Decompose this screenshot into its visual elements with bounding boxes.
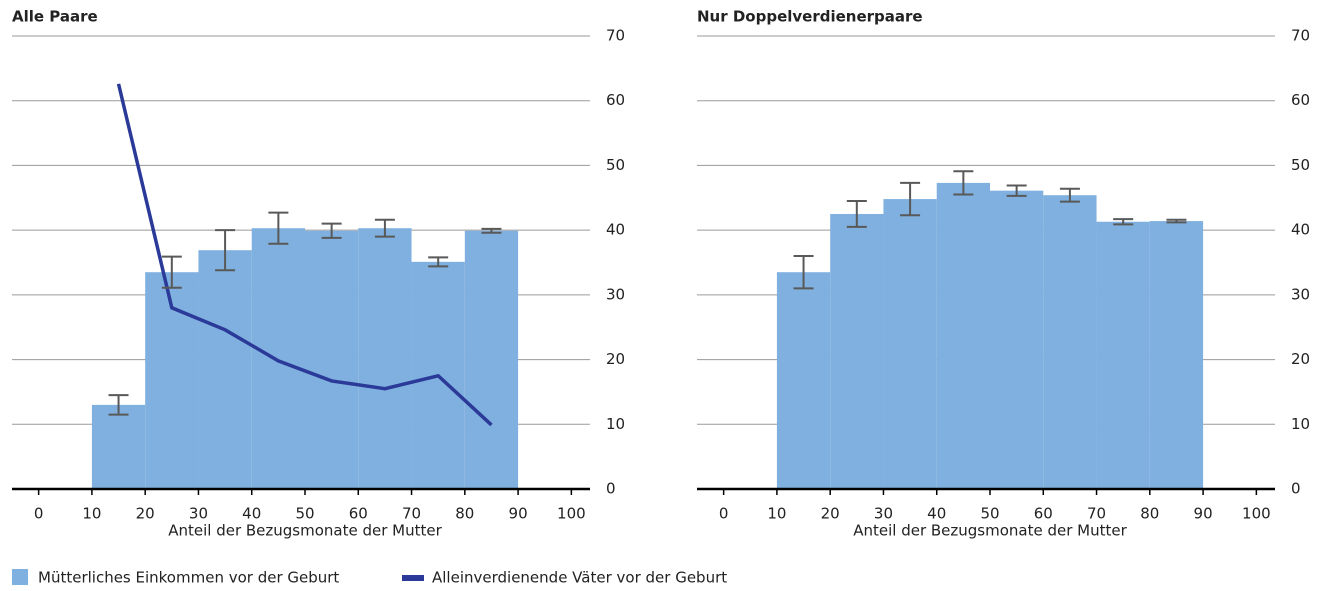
error-bar [108,394,129,416]
bar [830,213,884,489]
x-tick-label: 60 [349,505,368,523]
bar [251,228,305,490]
legend-swatch [402,575,424,581]
y-tick-label: 40 [1291,221,1310,239]
legend-label: Mütterliches Einkommen vor der Geburt [38,569,339,587]
error-bar [374,218,395,238]
error-bar [1006,184,1027,197]
y-tick-label: 50 [1291,156,1310,174]
y-tick-label: 60 [1291,91,1310,109]
x-tick-label: 10 [82,505,101,523]
x-axis-label: Anteil der Bezugsmonate der Mutter [168,522,442,540]
bar [1043,195,1097,489]
y-tick-label: 10 [1291,415,1310,433]
bar [464,230,519,490]
error-bar [846,200,867,228]
x-tick-label: 30 [874,505,893,523]
chart-title: Nur Doppelverdienerpaare [697,8,923,26]
legend-swatch [12,569,28,585]
x-tick-label: 40 [242,505,261,523]
error-bar [321,222,342,239]
error-bar [161,255,182,289]
y-tick-label: 40 [606,221,625,239]
x-tick-label: 90 [1194,505,1213,523]
y-tick-label: 70 [1291,27,1310,45]
x-axis-label: Anteil der Bezugsmonate der Mutter [853,522,1127,540]
chart-title: Alle Paare [12,8,98,26]
bar [883,199,937,489]
bar [776,272,831,489]
y-tick-label: 60 [606,91,625,109]
error-bar [1166,218,1187,224]
y-tick-label: 0 [606,480,616,498]
x-tick-label: 0 [34,505,44,523]
x-tick-label: 70 [402,505,421,523]
y-tick-label: 10 [606,415,625,433]
bar [990,190,1044,489]
bar [358,228,412,490]
x-tick-label: 50 [980,505,999,523]
error-bar [428,256,449,268]
error-bar [1059,187,1080,203]
y-tick-label: 20 [606,350,625,368]
error-bar [793,255,814,290]
bar [305,230,359,490]
x-tick-label: 80 [455,505,474,523]
error-bar [1113,218,1134,226]
x-tick-label: 40 [927,505,946,523]
legend-label: Alleinverdienende Väter vor der Geburt [432,569,727,587]
error-bar [900,181,921,217]
error-bar [953,170,974,196]
x-tick-label: 20 [136,505,155,523]
error-bar [268,211,289,245]
bar [1096,221,1150,490]
bar [91,404,146,489]
line [116,83,493,427]
x-tick-label: 60 [1034,505,1053,523]
x-tick-label: 30 [189,505,208,523]
y-tick-label: 50 [606,156,625,174]
x-tick-label: 100 [1242,505,1271,523]
bar [936,182,990,489]
x-tick-label: 10 [767,505,786,523]
y-tick-label: 0 [1291,480,1301,498]
bar [1149,221,1204,489]
y-tick-label: 20 [1291,350,1310,368]
x-tick-label: 80 [1140,505,1159,523]
x-tick-label: 0 [719,505,729,523]
y-tick-label: 70 [606,27,625,45]
x-tick-label: 50 [295,505,314,523]
error-bar [215,229,236,272]
bar [198,250,252,489]
y-tick-label: 30 [606,285,625,303]
error-bar [481,227,502,234]
x-tick-label: 90 [509,505,528,523]
x-tick-label: 70 [1087,505,1106,523]
x-tick-label: 100 [557,505,586,523]
x-tick-label: 20 [821,505,840,523]
y-tick-label: 30 [1291,285,1310,303]
